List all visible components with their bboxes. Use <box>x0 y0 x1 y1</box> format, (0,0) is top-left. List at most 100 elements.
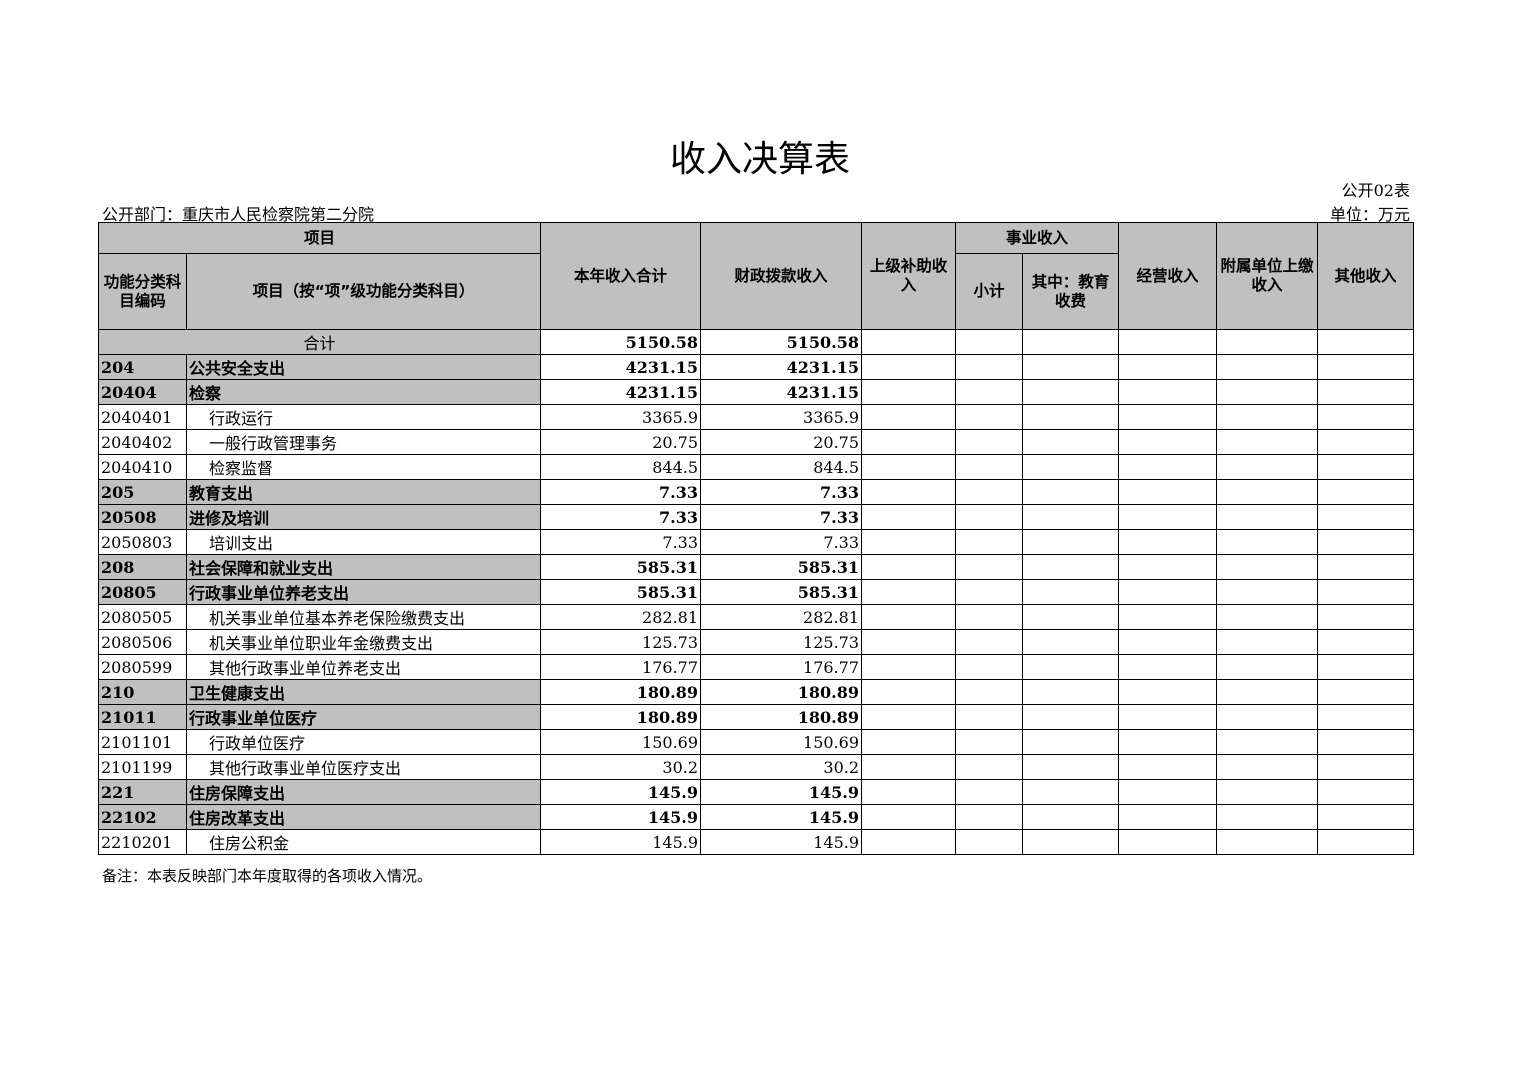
header-func-code: 功能分类科目编码 <box>98 253 187 330</box>
header-other: 其他收入 <box>1317 222 1415 330</box>
empty-cell <box>1317 479 1415 505</box>
empty-cell <box>861 754 957 780</box>
empty-cell <box>1118 354 1218 380</box>
header-func-name: 项目（按“项”级功能分类科目） <box>185 253 542 330</box>
empty-cell <box>1317 604 1415 630</box>
row-total: 7.33 <box>540 504 702 530</box>
empty-cell <box>1118 504 1218 530</box>
row-fiscal: 7.33 <box>700 529 863 555</box>
table-row: 204 公共安全支出 4231.15 4231.15 <box>98 354 1415 380</box>
row-code: 208 <box>98 554 187 580</box>
empty-cell <box>861 629 957 655</box>
empty-cell <box>1317 779 1415 805</box>
empty-cell <box>1317 729 1415 755</box>
empty-cell <box>955 679 1024 705</box>
table-row: 2080505 机关事业单位基本养老保险缴费支出 282.81 282.81 <box>98 604 1415 630</box>
total-fiscal: 5150.58 <box>700 329 863 355</box>
row-total: 3365.9 <box>540 404 702 430</box>
empty-cell <box>1317 554 1415 580</box>
row-total: 20.75 <box>540 429 702 455</box>
empty-cell <box>1118 404 1218 430</box>
row-total: 150.69 <box>540 729 702 755</box>
table-row: 20404 检察 4231.15 4231.15 <box>98 379 1415 405</box>
row-fiscal: 30.2 <box>700 754 863 780</box>
empty-cell <box>1216 729 1319 755</box>
empty-cell <box>861 604 957 630</box>
empty-cell <box>1118 429 1218 455</box>
table-row: 2210201 住房公积金 145.9 145.9 <box>98 829 1415 855</box>
empty-cell <box>1317 829 1415 855</box>
empty-cell <box>1317 529 1415 555</box>
row-name: 机关事业单位基本养老保险缴费支出 <box>185 604 542 630</box>
header-subtotal: 小计 <box>955 253 1024 330</box>
table-row: 2040402 一般行政管理事务 20.75 20.75 <box>98 429 1415 455</box>
empty-cell <box>1022 654 1120 680</box>
table-row: 2101101 行政单位医疗 150.69 150.69 <box>98 729 1415 755</box>
row-total: 176.77 <box>540 654 702 680</box>
empty-cell <box>1317 379 1415 405</box>
row-total: 7.33 <box>540 529 702 555</box>
row-name: 检察 <box>185 379 542 405</box>
empty-cell <box>1118 379 1218 405</box>
row-total: 844.5 <box>540 454 702 480</box>
empty-cell <box>861 579 957 605</box>
row-fiscal: 4231.15 <box>700 379 863 405</box>
empty-cell <box>1022 579 1120 605</box>
total-row: 合计 5150.58 5150.58 <box>97 329 1415 355</box>
row-name: 社会保障和就业支出 <box>185 554 542 580</box>
empty-cell <box>1118 454 1218 480</box>
row-code: 2050803 <box>98 529 187 555</box>
empty-cell <box>1022 779 1120 805</box>
table-row: 2050803 培训支出 7.33 7.33 <box>98 529 1415 555</box>
empty-cell <box>955 704 1024 730</box>
empty-cell <box>1118 554 1218 580</box>
empty-cell <box>1022 479 1120 505</box>
row-fiscal: 145.9 <box>700 804 863 830</box>
empty-cell <box>1022 754 1120 780</box>
total-total: 5150.58 <box>540 329 702 355</box>
row-fiscal: 585.31 <box>700 554 863 580</box>
row-code: 20508 <box>98 504 187 530</box>
row-total: 125.73 <box>540 629 702 655</box>
table-row: 210 卫生健康支出 180.89 180.89 <box>98 679 1415 705</box>
department: 公开部门：重庆市人民检察院第二分院 <box>102 205 375 224</box>
table-row: 221 住房保障支出 145.9 145.9 <box>98 779 1415 805</box>
table-row: 20805 行政事业单位养老支出 585.31 585.31 <box>98 579 1415 605</box>
row-code: 2080599 <box>98 654 187 680</box>
row-total: 145.9 <box>540 829 702 855</box>
empty-cell <box>1317 354 1415 380</box>
empty-cell <box>861 354 957 380</box>
empty-cell <box>1118 479 1218 505</box>
row-fiscal: 145.9 <box>700 829 863 855</box>
empty-cell <box>1022 379 1120 405</box>
empty-cell <box>1022 454 1120 480</box>
empty-cell <box>1317 454 1415 480</box>
empty-cell <box>1317 429 1415 455</box>
empty-cell <box>1216 379 1319 405</box>
empty-cell <box>1022 704 1120 730</box>
row-code: 210 <box>98 679 187 705</box>
row-name: 教育支出 <box>185 479 542 505</box>
row-code: 2080506 <box>98 629 187 655</box>
table-row: 22102 住房改革支出 145.9 145.9 <box>98 804 1415 830</box>
table-code: 公开02表 <box>1341 181 1410 200</box>
header-fiscal: 财政拨款收入 <box>700 222 863 330</box>
empty-cell <box>1216 629 1319 655</box>
row-name: 机关事业单位职业年金缴费支出 <box>185 629 542 655</box>
row-total: 4231.15 <box>540 354 702 380</box>
header-operating: 经营收入 <box>1118 222 1218 330</box>
row-fiscal: 145.9 <box>700 779 863 805</box>
empty-cell <box>955 779 1024 805</box>
empty-cell <box>1216 479 1319 505</box>
row-total: 585.31 <box>540 579 702 605</box>
row-name: 行政单位医疗 <box>185 729 542 755</box>
row-code: 20805 <box>98 579 187 605</box>
row-fiscal: 585.31 <box>700 579 863 605</box>
total-label: 合计 <box>97 329 542 355</box>
row-code: 2080505 <box>98 604 187 630</box>
empty-cell <box>1317 629 1415 655</box>
header-edu: 其中：教育收费 <box>1022 253 1120 330</box>
empty-cell <box>955 579 1024 605</box>
row-code: 2040410 <box>98 454 187 480</box>
table-row: 2040401 行政运行 3365.9 3365.9 <box>98 404 1415 430</box>
